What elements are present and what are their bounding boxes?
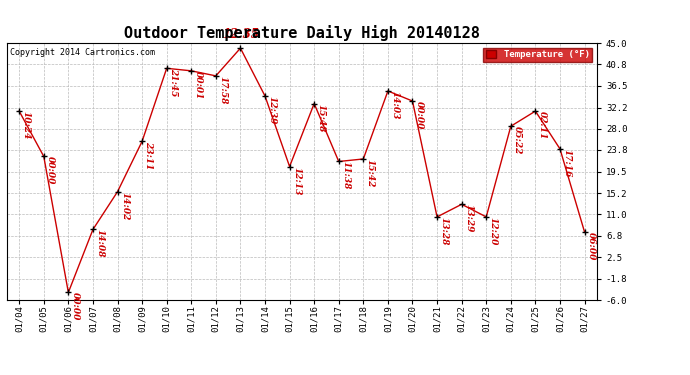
Text: 12:20: 12:20 (489, 217, 497, 245)
Text: 12:13: 12:13 (292, 166, 301, 195)
Text: 05:22: 05:22 (513, 126, 522, 154)
Text: 00:01: 00:01 (194, 71, 203, 99)
Text: 13:29: 13:29 (464, 204, 473, 232)
Text: 14:02: 14:02 (120, 192, 129, 220)
Text: 15:42: 15:42 (366, 159, 375, 188)
Text: 10:24: 10:24 (21, 111, 30, 140)
Legend: Temperature (°F): Temperature (°F) (483, 48, 592, 62)
Text: 06:00: 06:00 (587, 232, 596, 260)
Text: 17:58: 17:58 (218, 76, 227, 104)
Text: 12:35: 12:35 (222, 28, 259, 41)
Text: 00:00: 00:00 (415, 101, 424, 129)
Title: Outdoor Temperature Daily High 20140128: Outdoor Temperature Daily High 20140128 (124, 25, 480, 40)
Text: 23:11: 23:11 (144, 141, 154, 170)
Text: 11:38: 11:38 (341, 162, 351, 190)
Text: 15:48: 15:48 (317, 104, 326, 132)
Text: 14:08: 14:08 (95, 230, 104, 258)
Text: 13:28: 13:28 (440, 217, 449, 245)
Text: 14:03: 14:03 (391, 91, 400, 119)
Text: Copyright 2014 Cartronics.com: Copyright 2014 Cartronics.com (10, 48, 155, 57)
Text: 21:45: 21:45 (169, 68, 178, 97)
Text: 00:00: 00:00 (46, 156, 55, 185)
Text: 17:16: 17:16 (562, 149, 571, 177)
Text: 02:11: 02:11 (538, 111, 547, 140)
Text: 00:00: 00:00 (71, 292, 80, 321)
Text: 12:39: 12:39 (268, 96, 277, 124)
